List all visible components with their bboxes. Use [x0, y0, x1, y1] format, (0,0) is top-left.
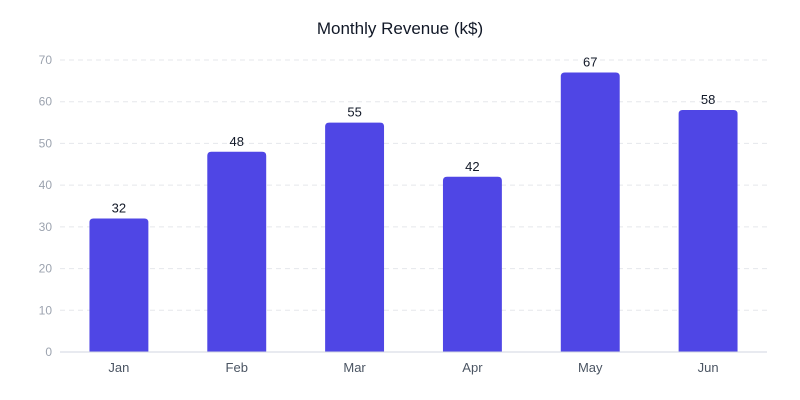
- gridlines: [60, 59, 767, 311]
- bar-jun[interactable]: [678, 110, 738, 352]
- data-label: 42: [465, 159, 479, 174]
- y-tick-label: 70: [39, 53, 53, 67]
- x-tick-label: Jan: [108, 360, 129, 375]
- chart-title: Monthly Revenue (k$): [317, 19, 483, 38]
- x-tick-label: May: [578, 360, 603, 375]
- y-tick-label: 20: [39, 262, 53, 276]
- data-label: 48: [230, 134, 244, 149]
- bar-jan[interactable]: [89, 218, 149, 352]
- x-axis: Jan Feb Mar Apr May Jun: [108, 360, 718, 375]
- x-tick-label: Jun: [698, 360, 719, 375]
- bar-apr[interactable]: [442, 176, 502, 352]
- y-tick-label: 30: [39, 220, 53, 234]
- y-tick-label: 0: [45, 345, 52, 359]
- y-axis: 0 10 20 30 40 50 60 70: [39, 53, 53, 359]
- y-tick-label: 60: [39, 95, 53, 109]
- data-label: 58: [701, 92, 715, 107]
- x-tick-label: Feb: [226, 360, 248, 375]
- data-label: 55: [347, 105, 361, 120]
- bar-mar[interactable]: [325, 122, 385, 352]
- bars: 32 48 55 42 67 58: [89, 55, 738, 352]
- y-tick-label: 50: [39, 136, 53, 150]
- data-label: 67: [583, 55, 597, 70]
- y-tick-label: 10: [39, 303, 53, 317]
- x-tick-label: Apr: [462, 360, 483, 375]
- bar-may[interactable]: [560, 72, 620, 352]
- x-tick-label: Mar: [343, 360, 366, 375]
- y-tick-label: 40: [39, 178, 53, 192]
- bar-feb[interactable]: [207, 151, 267, 352]
- data-label: 32: [112, 201, 126, 216]
